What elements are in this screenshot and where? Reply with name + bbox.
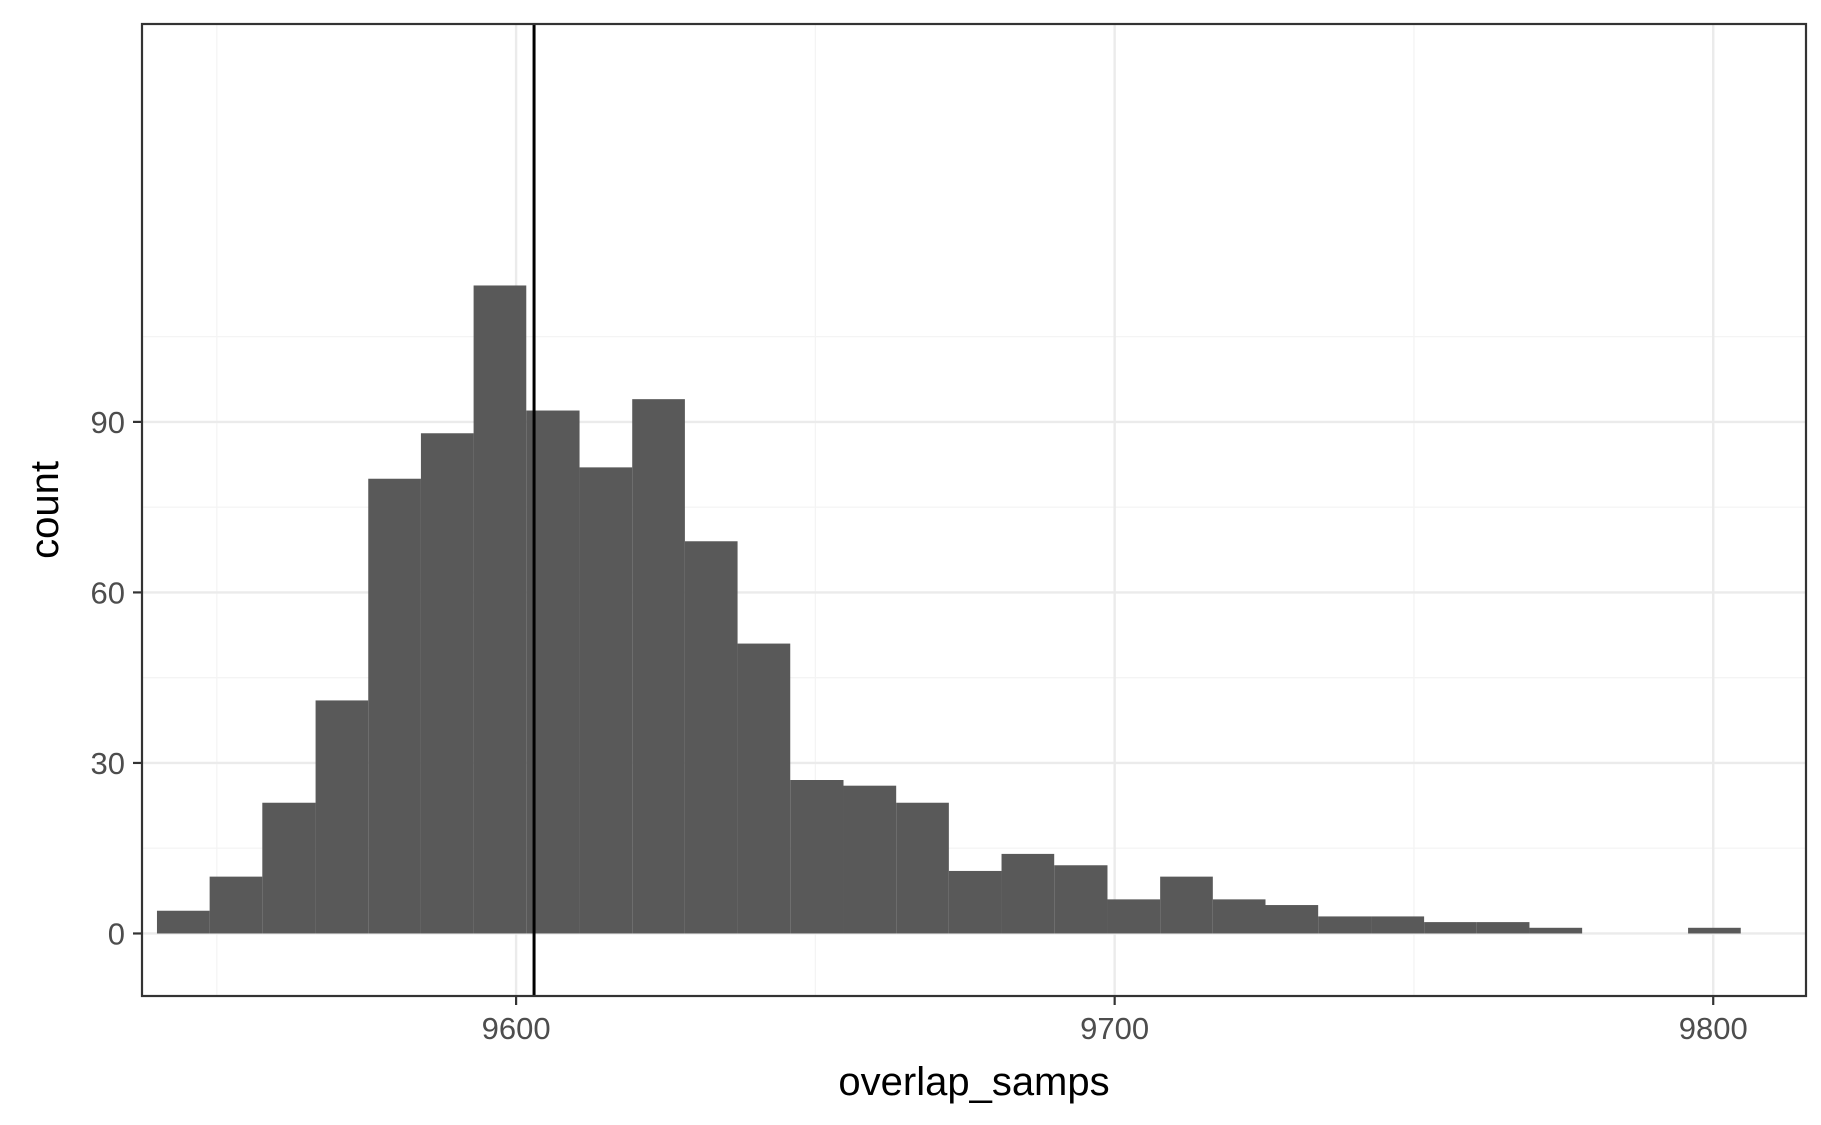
histogram-bar — [209, 876, 263, 934]
histogram-bar — [1054, 865, 1108, 934]
histogram-bar — [156, 910, 210, 934]
histogram-bar — [632, 399, 685, 934]
histogram-bar — [262, 802, 316, 934]
y-tick-label: 90 — [91, 405, 125, 440]
x-tick-label: 9700 — [1080, 1011, 1149, 1046]
histogram-bar — [473, 285, 527, 934]
histogram-bar — [790, 780, 844, 934]
histogram-bar — [1160, 876, 1213, 934]
histogram-bar — [579, 467, 633, 934]
histogram-bar — [1371, 916, 1425, 934]
histogram-bar — [1529, 927, 1583, 934]
x-tick-label: 9800 — [1679, 1011, 1748, 1046]
histogram-bar — [1212, 899, 1266, 934]
y-tick-label: 60 — [91, 575, 125, 610]
panel-border — [140, 22, 1808, 998]
histogram-bar — [684, 541, 738, 934]
histogram-bar — [420, 433, 474, 934]
histogram-bar — [843, 785, 897, 934]
histogram-bar — [896, 802, 949, 934]
x-axis: 9600 9700 9800 — [482, 996, 1748, 1046]
y-tick-label: 30 — [91, 746, 125, 781]
histogram-bars — [156, 285, 1741, 934]
histogram-bar — [315, 700, 369, 934]
histogram-bar — [1476, 922, 1530, 934]
x-axis-title: overlap_samps — [838, 1060, 1109, 1104]
histogram-bar — [1265, 905, 1319, 934]
histogram-bar — [1688, 927, 1741, 934]
x-tick-label: 9600 — [482, 1011, 551, 1046]
histogram-bar — [1424, 922, 1477, 934]
histogram-bar — [1318, 916, 1372, 934]
y-axis: 0 30 60 90 — [91, 405, 142, 951]
histogram-bar — [368, 478, 421, 934]
histogram-bar — [737, 643, 791, 934]
histogram-bar — [1001, 853, 1055, 934]
y-tick-label: 0 — [108, 916, 125, 951]
y-axis-title: count — [23, 461, 67, 559]
histogram-bar — [948, 870, 1002, 934]
histogram-bar — [1107, 899, 1161, 934]
